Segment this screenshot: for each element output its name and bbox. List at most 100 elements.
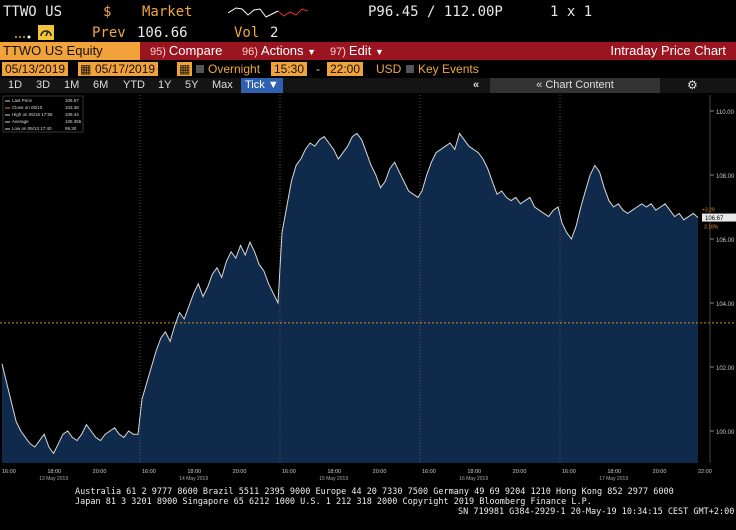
compare-button[interactable]: 95) Compare [150,42,222,61]
price-line [1,132,699,455]
key-events-label: Key Events [418,62,479,76]
intraday-chart[interactable]: 110.00 108.00 106.00 104.00 102.00 100.00 106.… [0,93,736,483]
legend-label: Low on 05/13 17:40 [12,126,52,131]
y-tick-label: 100.00 [716,430,735,436]
currency-symbol: $ [103,4,112,20]
x-tick-label: 18:00 [607,469,621,475]
actions-num: 96) [242,46,258,58]
y-tick-label: 102.00 [716,366,735,372]
chevron-down-icon: ▼ [267,79,279,91]
collapse-icon[interactable]: « [473,79,480,91]
period-ytd[interactable]: YTD [123,79,145,91]
date-label: 17 May 2019 [599,476,628,482]
legend-label: Average [12,119,29,124]
chart-title: Intraday Price Chart [610,43,726,58]
date-label: 15 May 2019 [319,476,348,482]
change-tag: +3.29 [702,208,715,214]
tick-label: Tick [245,79,265,91]
x-tick-label: 20:00 [513,469,527,475]
period-1y[interactable]: 1Y [158,79,172,91]
period-1m[interactable]: 1M [64,79,80,91]
price-area [2,133,698,463]
compare-num: 95) [150,46,166,58]
prev-label: Prev [92,25,126,41]
footer-line-2: Japan 81 3 3201 8900 Singapore 65 6212 1… [75,497,592,507]
legend-value: 106.67 [65,98,79,103]
collapse-icon: « [536,79,543,91]
toolbar: TTWO US Equity 95) Compare 96) Actions ▼ 9… [0,42,736,60]
actions-button[interactable]: 96) Actions ▼ [242,42,316,61]
compare-label: Compare [168,43,223,58]
end-date-field[interactable]: 05/17/2019 [92,62,159,76]
dots-icon [15,35,31,39]
x-tick-label: 16:00 [422,469,436,475]
x-tick-label: 16:00 [2,469,16,475]
y-tick-label: 108.00 [716,174,735,180]
sparkline-icon [228,7,308,18]
calendar-icon[interactable]: ▦ [177,62,193,76]
x-tick-label: 20:00 [93,469,107,475]
vol-value: 2 [270,25,279,41]
overnight-checkbox[interactable] [196,65,204,73]
legend-value: 105.355 [65,119,82,124]
period-max[interactable]: Max [212,79,233,91]
currency-label[interactable]: USD [376,62,402,76]
legend-box [2,95,84,133]
last-price-tag [702,213,736,222]
period-3d[interactable]: 3D [36,79,51,91]
overnight-label: Overnight [208,62,261,76]
start-date-field[interactable]: 05/13/2019 [2,62,69,76]
footer-line-3: SN 719981 G384-2929-1 20-May-19 10:34:15… [458,507,735,517]
edit-label: Edit [348,43,372,58]
legend-label: Last Price [12,98,33,103]
chart-content-label: Chart Content [545,79,614,91]
date-label: 16 May 2019 [459,476,488,482]
footer-line-1: Australia 61 2 9777 8600 Brazil 5511 239… [75,487,674,497]
key-events-checkbox[interactable] [406,65,414,73]
gauge-icon [38,25,54,40]
gear-icon[interactable]: ⚙ [687,78,698,92]
x-tick-label: 16:00 [562,469,576,475]
x-tick-label: 20:00 [373,469,387,475]
market-label: Market [142,4,193,20]
prev-value: 106.66 [137,25,188,41]
date-label: 13 May 2019 [39,476,68,482]
last-price-tag-text: 106.67 [705,216,724,222]
legend-value: 109.44 [65,112,79,117]
x-tick-label: 20:00 [653,469,667,475]
y-tick-label: 106.00 [716,238,735,244]
actions-label: Actions [260,43,304,58]
start-time-field[interactable]: 15:30 [271,62,308,76]
x-tick-label: 18:00 [47,469,61,475]
legend-label: Close on 05/10 [12,105,43,110]
prev-bar: Prev 106.66 Vol 2 [0,24,736,42]
chart-content-button[interactable]: « Chart Content [490,78,660,93]
size: 1 x 1 [550,4,593,20]
x-tick-label: 16:00 [142,469,156,475]
legend-value: 99.30 [65,126,77,131]
period-6m[interactable]: 6M [93,79,109,91]
x-tick-label: 22:00 [698,469,712,475]
period-bar: 1D 3D 1M 6M YTD 1Y 5Y Max Tick ▼ « « Cha… [0,78,736,93]
y-tick-label: 110.00 [716,110,735,116]
quote-bar: TTWO US $ Market P96.45 / 112.00P 1 x 1 [0,0,736,24]
time-separator: - [316,62,320,76]
edit-button[interactable]: 97) Edit ▼ [330,42,384,61]
period-1d[interactable]: 1D [8,79,23,91]
tick-dropdown[interactable]: Tick ▼ [241,78,283,93]
edit-dropdown-icon: ▼ [374,47,384,57]
x-tick-label: 18:00 [467,469,481,475]
ticker: TTWO US [3,4,63,20]
edit-num: 97) [330,46,346,58]
security-field[interactable]: TTWO US Equity [0,42,140,60]
x-tick-label: 18:00 [327,469,341,475]
settings-bar: 05/13/2019 ▦ 05/17/2019 ▦ Overnight 15:3… [0,61,736,77]
x-tick-label: 16:00 [282,469,296,475]
x-tick-label: 20:00 [233,469,247,475]
period-5y[interactable]: 5Y [185,79,199,91]
end-time-field[interactable]: 22:00 [327,62,364,76]
legend-label: High on 05/15 17:55 [12,112,53,117]
calendar-icon[interactable]: ▦ [78,62,94,76]
legend-value: 103.38 [65,105,79,110]
x-tick-label: 18:00 [187,469,201,475]
